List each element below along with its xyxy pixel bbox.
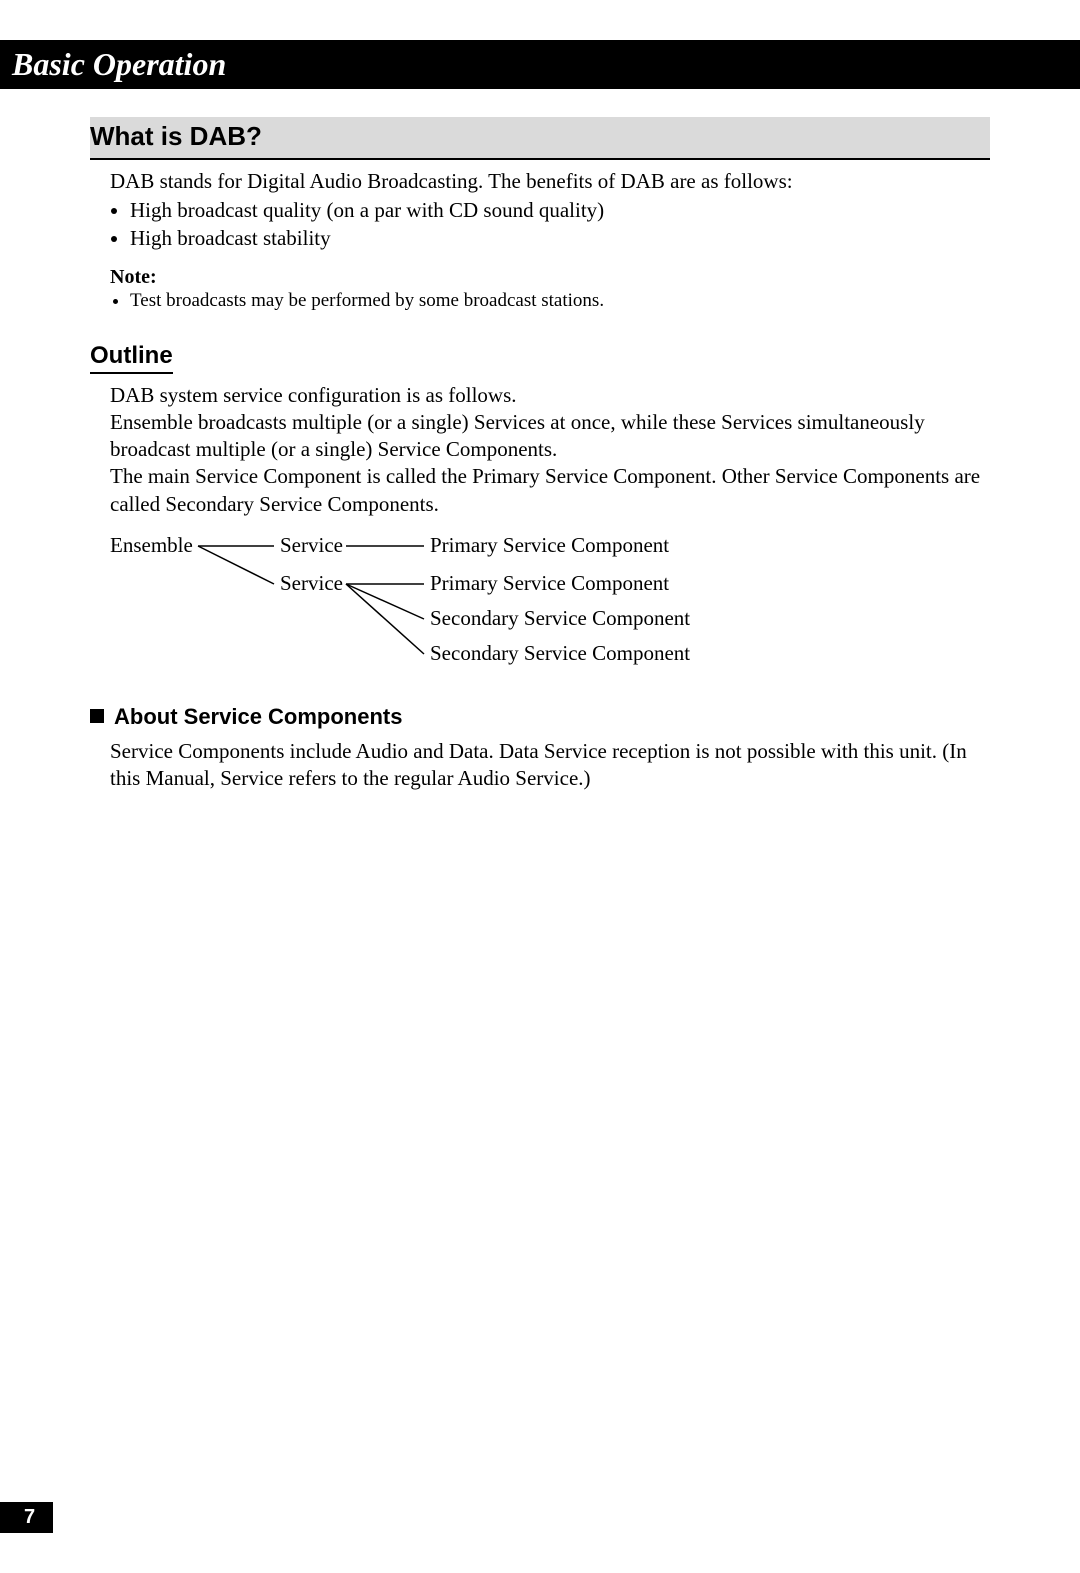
section2-para: DAB system service configuration is as f… <box>110 382 990 518</box>
diagram-label-primary1: Primary Service Component <box>430 533 669 557</box>
section-heading-what-is-dab: What is DAB? <box>90 117 990 160</box>
bullet-item: High broadcast quality (on a par with CD… <box>130 197 990 224</box>
section-heading-about-service-components: About Service Components <box>90 704 990 730</box>
note-bullet-item: Test broadcasts may be performed by some… <box>130 289 990 314</box>
section-heading-text: Outline <box>90 342 173 369</box>
diagram-svg: Ensemble Service Service Primary Service Co… <box>110 530 770 680</box>
square-bullet-icon <box>90 709 104 723</box>
page-number: 7 <box>24 1506 35 1528</box>
diagram-label-service2: Service <box>280 571 343 595</box>
chapter-title: Basic Operation <box>12 46 226 82</box>
note-block: Note: Test broadcasts may be performed b… <box>110 266 990 314</box>
page-content: What is DAB? DAB stands for Digital Audi… <box>0 117 1080 793</box>
section3-para: Service Components include Audio and Dat… <box>110 738 990 793</box>
section-heading-text: About Service Components <box>114 704 402 729</box>
section-heading-outline: Outline <box>90 342 173 374</box>
service-diagram: Ensemble Service Service Primary Service Co… <box>110 530 990 680</box>
diagram-label-secondary2: Secondary Service Component <box>430 641 690 665</box>
note-label: Note: <box>110 266 990 289</box>
diagram-label-service1: Service <box>280 533 343 557</box>
section1-intro: DAB stands for Digital Audio Broadcastin… <box>110 168 990 195</box>
page-number-badge: 7 <box>0 1502 53 1533</box>
section1-bullets: High broadcast quality (on a par with CD… <box>110 197 990 252</box>
diagram-label-primary2: Primary Service Component <box>430 571 669 595</box>
bullet-item: High broadcast stability <box>130 225 990 252</box>
diagram-label-secondary1: Secondary Service Component <box>430 606 690 630</box>
diagram-label-ensemble: Ensemble <box>110 533 193 557</box>
note-bullets: Test broadcasts may be performed by some… <box>110 289 990 314</box>
section-heading-text: What is DAB? <box>90 121 262 151</box>
chapter-banner: Basic Operation <box>0 40 1080 89</box>
